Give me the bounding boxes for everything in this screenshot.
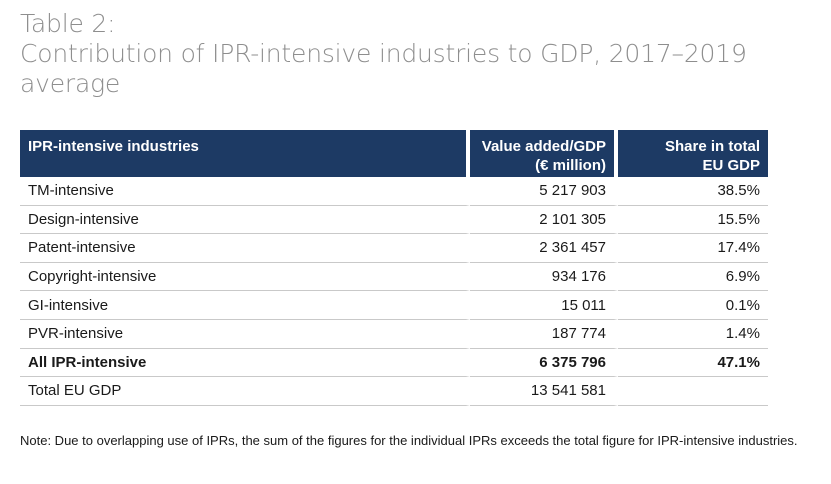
value-cell: 934 176: [470, 262, 618, 292]
industry-cell: TM-intensive: [20, 177, 470, 206]
value-cell: 2 361 457: [470, 234, 618, 263]
industry-cell: GI-intensive: [20, 291, 470, 320]
table-row: Copyright-intensive 934 176 6.9%: [20, 262, 768, 292]
value-cell: 2 101 305: [470, 205, 618, 235]
header-share: Share in total EU GDP: [618, 130, 768, 177]
value-cell: 15 011: [470, 291, 618, 320]
value-cell: 5 217 903: [470, 177, 618, 206]
industry-cell: Patent-intensive: [20, 234, 470, 263]
table-row: Patent-intensive 2 361 457 17.4%: [20, 234, 768, 263]
share-cell: 38.5%: [618, 177, 768, 206]
share-cell: 6.9%: [618, 263, 768, 292]
industry-cell: PVR-intensive: [20, 319, 470, 349]
table-row: GI-intensive 15 011 0.1%: [20, 291, 768, 320]
table-row: Design-intensive 2 101 305 15.5%: [20, 205, 768, 235]
industry-cell: Total EU GDP: [20, 377, 470, 406]
table-row: PVR-intensive 187 774 1.4%: [20, 319, 768, 349]
table-header-row: IPR-intensive industries Value added/GDP…: [20, 130, 768, 177]
value-cell: 6 375 796: [470, 348, 618, 378]
table-note: Note: Due to overlapping use of IPRs, th…: [20, 433, 798, 448]
table-caption-line-1: Contribution of IPR-intensive industries…: [20, 39, 747, 68]
share-cell: 1.4%: [618, 320, 768, 349]
industry-cell: All IPR-intensive: [20, 348, 470, 378]
value-cell: 187 774: [470, 319, 618, 349]
table-number: Table 2:: [20, 9, 116, 38]
value-cell: 13 541 581: [470, 377, 618, 406]
table-title: Table 2: Contribution of IPR-intensive i…: [20, 9, 810, 99]
share-cell: 47.1%: [618, 349, 768, 378]
share-cell: 0.1%: [618, 291, 768, 320]
table-row-total-ipr: All IPR-intensive 6 375 796 47.1%: [20, 348, 768, 378]
industry-cell: Design-intensive: [20, 205, 470, 235]
table-row: TM-intensive 5 217 903 38.5%: [20, 177, 768, 206]
share-cell: [618, 377, 768, 406]
share-cell: 15.5%: [618, 206, 768, 235]
share-cell: 17.4%: [618, 234, 768, 263]
gdp-contribution-table: IPR-intensive industries Value added/GDP…: [20, 130, 768, 406]
header-industries: IPR-intensive industries: [20, 130, 470, 177]
table-caption-line-2: average: [20, 69, 121, 98]
table-row-total-gdp: Total EU GDP 13 541 581: [20, 377, 768, 406]
header-value-added: Value added/GDP (€ million): [470, 130, 618, 177]
industry-cell: Copyright-intensive: [20, 262, 470, 292]
